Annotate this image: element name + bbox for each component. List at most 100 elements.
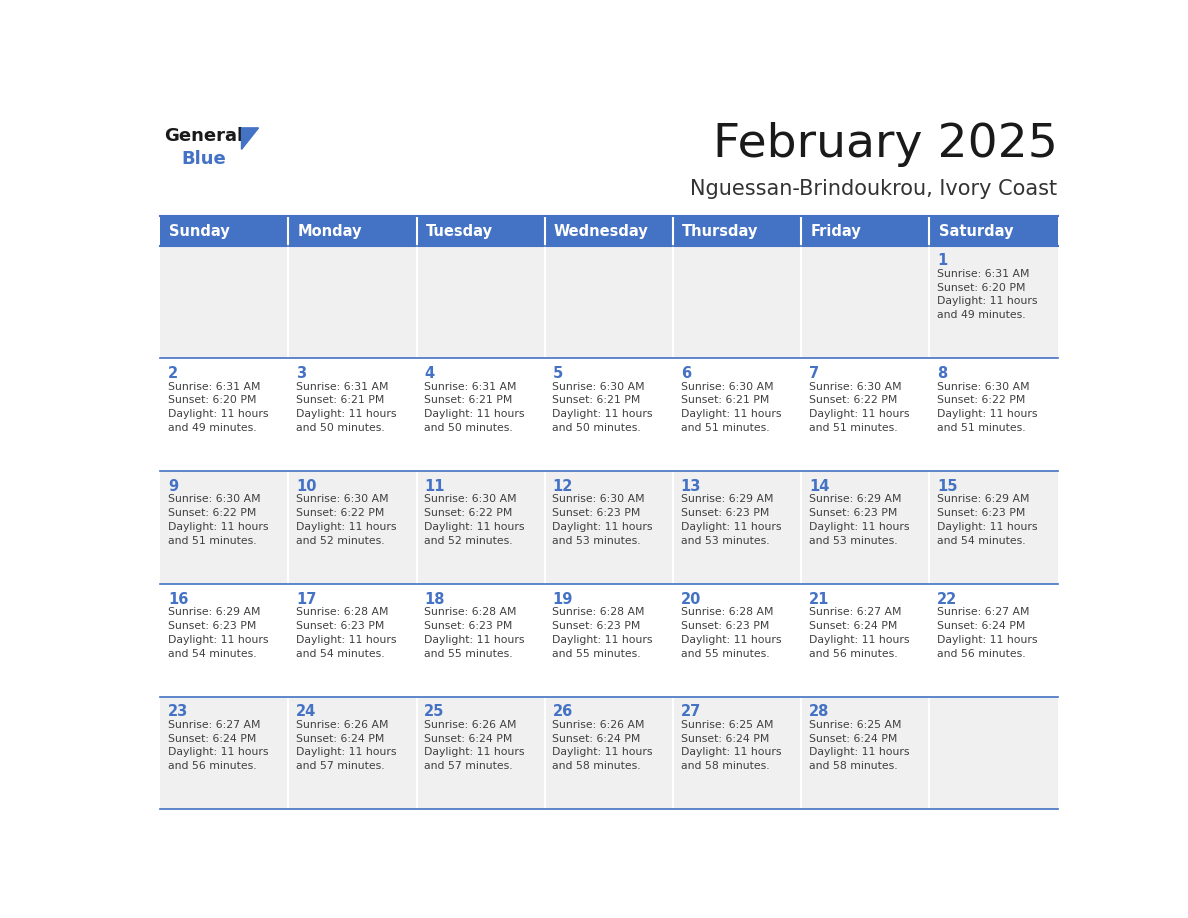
- Text: 25: 25: [424, 704, 444, 720]
- Text: 5: 5: [552, 366, 563, 381]
- Text: Sunset: 6:24 PM: Sunset: 6:24 PM: [809, 733, 897, 744]
- Bar: [929, 697, 1057, 810]
- Bar: [801, 358, 929, 471]
- Bar: [801, 471, 929, 584]
- Text: and 51 minutes.: and 51 minutes.: [168, 536, 257, 546]
- Text: Daylight: 11 hours: Daylight: 11 hours: [809, 522, 909, 532]
- Text: Nguessan-Brindoukrou, Ivory Coast: Nguessan-Brindoukrou, Ivory Coast: [690, 179, 1057, 199]
- Text: Daylight: 11 hours: Daylight: 11 hours: [809, 747, 909, 757]
- Bar: [672, 471, 801, 584]
- Text: 16: 16: [168, 591, 188, 607]
- Bar: [160, 246, 289, 358]
- Text: Sunrise: 6:29 AM: Sunrise: 6:29 AM: [937, 494, 1030, 504]
- Text: Sunrise: 6:29 AM: Sunrise: 6:29 AM: [681, 494, 773, 504]
- Text: and 57 minutes.: and 57 minutes.: [296, 761, 385, 771]
- Text: 8: 8: [937, 366, 947, 381]
- Text: and 56 minutes.: and 56 minutes.: [809, 648, 898, 658]
- Text: 1: 1: [937, 253, 947, 268]
- Text: Sunrise: 6:26 AM: Sunrise: 6:26 AM: [424, 720, 517, 730]
- Text: 4: 4: [424, 366, 435, 381]
- Text: 27: 27: [681, 704, 701, 720]
- Text: 9: 9: [168, 479, 178, 494]
- Bar: [417, 471, 545, 584]
- Text: 7: 7: [809, 366, 819, 381]
- Bar: [672, 584, 801, 697]
- Text: Sunrise: 6:30 AM: Sunrise: 6:30 AM: [168, 494, 260, 504]
- Text: Sunrise: 6:30 AM: Sunrise: 6:30 AM: [552, 382, 645, 391]
- Text: Daylight: 11 hours: Daylight: 11 hours: [168, 634, 268, 644]
- Text: and 58 minutes.: and 58 minutes.: [809, 761, 898, 771]
- Text: Sunset: 6:22 PM: Sunset: 6:22 PM: [296, 508, 385, 518]
- Text: Daylight: 11 hours: Daylight: 11 hours: [296, 409, 397, 420]
- Text: Daylight: 11 hours: Daylight: 11 hours: [809, 409, 909, 420]
- Text: Daylight: 11 hours: Daylight: 11 hours: [424, 409, 525, 420]
- Text: 28: 28: [809, 704, 829, 720]
- Text: and 50 minutes.: and 50 minutes.: [296, 423, 385, 433]
- Text: and 53 minutes.: and 53 minutes.: [681, 536, 770, 546]
- Text: 6: 6: [681, 366, 691, 381]
- Text: Sunset: 6:21 PM: Sunset: 6:21 PM: [296, 396, 385, 406]
- Text: and 55 minutes.: and 55 minutes.: [552, 648, 642, 658]
- Text: 14: 14: [809, 479, 829, 494]
- Text: Daylight: 11 hours: Daylight: 11 hours: [937, 409, 1037, 420]
- Text: and 57 minutes.: and 57 minutes.: [424, 761, 513, 771]
- Bar: [417, 697, 545, 810]
- Text: Sunset: 6:24 PM: Sunset: 6:24 PM: [681, 733, 769, 744]
- Bar: [160, 697, 289, 810]
- Text: and 50 minutes.: and 50 minutes.: [424, 423, 513, 433]
- Text: Sunrise: 6:30 AM: Sunrise: 6:30 AM: [424, 494, 517, 504]
- Text: Sunrise: 6:30 AM: Sunrise: 6:30 AM: [296, 494, 388, 504]
- Bar: [672, 246, 801, 358]
- Text: and 55 minutes.: and 55 minutes.: [424, 648, 513, 658]
- Text: Sunrise: 6:29 AM: Sunrise: 6:29 AM: [809, 494, 902, 504]
- Text: Blue: Blue: [181, 151, 226, 168]
- Text: Daylight: 11 hours: Daylight: 11 hours: [552, 634, 653, 644]
- Bar: [929, 246, 1057, 358]
- Text: 13: 13: [681, 479, 701, 494]
- Text: and 54 minutes.: and 54 minutes.: [296, 648, 385, 658]
- Polygon shape: [241, 128, 259, 150]
- Text: and 56 minutes.: and 56 minutes.: [168, 761, 257, 771]
- Bar: [545, 697, 672, 810]
- Bar: [417, 584, 545, 697]
- Text: Daylight: 11 hours: Daylight: 11 hours: [681, 747, 782, 757]
- Text: Sunrise: 6:30 AM: Sunrise: 6:30 AM: [937, 382, 1030, 391]
- Text: Sunset: 6:23 PM: Sunset: 6:23 PM: [937, 508, 1025, 518]
- Text: 21: 21: [809, 591, 829, 607]
- Text: Sunrise: 6:29 AM: Sunrise: 6:29 AM: [168, 607, 260, 617]
- Bar: [289, 246, 417, 358]
- Text: Sunset: 6:24 PM: Sunset: 6:24 PM: [809, 621, 897, 631]
- Text: Sunset: 6:24 PM: Sunset: 6:24 PM: [937, 621, 1025, 631]
- Bar: [160, 358, 289, 471]
- Text: Sunrise: 6:28 AM: Sunrise: 6:28 AM: [681, 607, 773, 617]
- Text: and 54 minutes.: and 54 minutes.: [937, 536, 1025, 546]
- Text: Sunset: 6:24 PM: Sunset: 6:24 PM: [296, 733, 385, 744]
- Bar: [672, 217, 801, 246]
- Text: 19: 19: [552, 591, 573, 607]
- Text: Daylight: 11 hours: Daylight: 11 hours: [552, 747, 653, 757]
- Text: Sunset: 6:23 PM: Sunset: 6:23 PM: [296, 621, 385, 631]
- Bar: [929, 471, 1057, 584]
- Text: 18: 18: [424, 591, 444, 607]
- Text: Sunset: 6:23 PM: Sunset: 6:23 PM: [552, 621, 640, 631]
- Bar: [801, 217, 929, 246]
- Text: and 58 minutes.: and 58 minutes.: [681, 761, 770, 771]
- Bar: [545, 471, 672, 584]
- Text: Sunset: 6:20 PM: Sunset: 6:20 PM: [937, 283, 1025, 293]
- Bar: [160, 471, 289, 584]
- Text: Daylight: 11 hours: Daylight: 11 hours: [681, 522, 782, 532]
- Text: 17: 17: [296, 591, 316, 607]
- Text: Sunrise: 6:27 AM: Sunrise: 6:27 AM: [809, 607, 902, 617]
- Text: Daylight: 11 hours: Daylight: 11 hours: [937, 522, 1037, 532]
- Bar: [545, 358, 672, 471]
- Text: Sunrise: 6:25 AM: Sunrise: 6:25 AM: [809, 720, 902, 730]
- Text: and 51 minutes.: and 51 minutes.: [937, 423, 1025, 433]
- Bar: [929, 217, 1057, 246]
- Text: Daylight: 11 hours: Daylight: 11 hours: [168, 409, 268, 420]
- Text: and 52 minutes.: and 52 minutes.: [424, 536, 513, 546]
- Text: Sunrise: 6:25 AM: Sunrise: 6:25 AM: [681, 720, 773, 730]
- Text: Daylight: 11 hours: Daylight: 11 hours: [296, 747, 397, 757]
- Text: February 2025: February 2025: [713, 122, 1057, 167]
- Text: Daylight: 11 hours: Daylight: 11 hours: [424, 747, 525, 757]
- Text: and 56 minutes.: and 56 minutes.: [937, 648, 1025, 658]
